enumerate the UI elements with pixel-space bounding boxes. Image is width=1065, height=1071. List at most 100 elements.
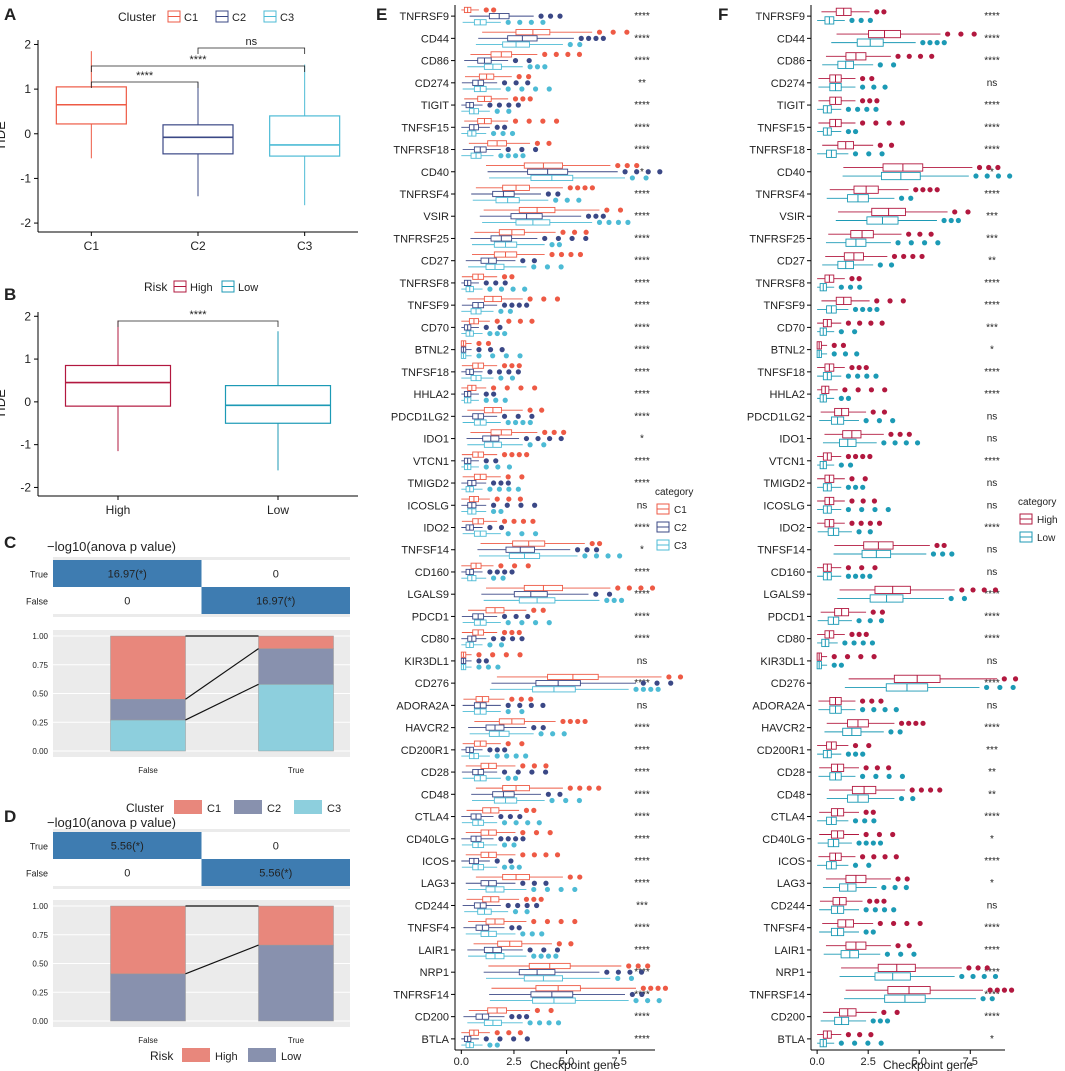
outlier-point xyxy=(881,907,888,913)
y-tick-label: 0 xyxy=(24,395,31,409)
outlier-point xyxy=(849,276,855,282)
tile-value: 0 xyxy=(124,596,130,608)
gene-label: VTCN1 xyxy=(413,456,449,468)
outlier-point xyxy=(487,524,493,531)
outlier-point xyxy=(542,51,548,58)
outlier-point xyxy=(855,106,861,112)
outlier-point xyxy=(881,440,887,446)
outlier-point xyxy=(498,642,505,648)
outlier-point xyxy=(490,130,497,137)
significance-label: **** xyxy=(634,945,650,956)
outlier-point xyxy=(917,920,923,927)
outlier-point xyxy=(531,607,537,613)
gene-label: ADORA2A xyxy=(752,700,805,712)
x-axis-label: Checkpoint gene xyxy=(530,1058,620,1071)
x-tick-label: Low xyxy=(267,503,289,517)
outlier-point xyxy=(845,565,852,571)
outlier-point xyxy=(640,686,647,692)
outlier-point xyxy=(498,813,504,820)
outlier-point xyxy=(867,618,873,624)
outlier-point xyxy=(879,320,885,326)
outlier-point xyxy=(877,1018,883,1024)
outlier-point xyxy=(549,251,555,258)
outlier-point xyxy=(876,520,883,526)
outlier-point xyxy=(483,397,489,403)
outlier-point xyxy=(981,587,987,593)
significance-label: **** xyxy=(984,723,1000,734)
significance-label: **** xyxy=(634,789,650,800)
outlier-point xyxy=(872,565,878,571)
outlier-point xyxy=(888,142,895,148)
outlier-point xyxy=(871,498,878,504)
significance-label: **** xyxy=(984,11,1000,22)
outlier-point xyxy=(874,765,880,771)
outlier-point xyxy=(878,698,884,704)
outlier-point xyxy=(546,1020,552,1026)
significance-label: **** xyxy=(634,812,650,823)
outlier-point xyxy=(842,351,849,357)
outlier-point xyxy=(494,858,500,864)
outlier-point xyxy=(986,164,992,171)
outlier-point xyxy=(852,128,859,135)
outlier-point xyxy=(505,474,511,480)
outlier-point xyxy=(934,542,940,549)
outlier-point xyxy=(857,320,863,326)
outlier-point xyxy=(496,369,502,375)
outlier-point xyxy=(531,918,537,925)
tile-row-label: True xyxy=(30,842,48,852)
significance-label: **** xyxy=(984,278,1000,289)
box-High xyxy=(64,364,172,407)
outlier-point xyxy=(1012,676,1019,682)
outlier-point xyxy=(567,718,573,725)
outlier-point xyxy=(548,1007,554,1014)
outlier-point xyxy=(558,251,565,258)
outlier-point xyxy=(483,464,489,470)
outlier-point xyxy=(525,80,531,86)
gene-label: CTLA4 xyxy=(771,812,805,824)
outlier-point xyxy=(546,86,552,92)
outlier-point xyxy=(519,636,525,642)
outlier-point xyxy=(856,364,862,371)
outlier-point xyxy=(530,518,536,524)
outlier-point xyxy=(845,373,852,379)
outlier-point xyxy=(882,707,888,713)
bar-segment-Low xyxy=(258,944,334,1022)
outlier-point xyxy=(516,629,522,636)
outlier-point xyxy=(520,419,526,426)
panel-letter: F xyxy=(718,5,728,24)
outlier-point xyxy=(518,696,524,702)
outlier-point xyxy=(866,151,872,157)
outlier-point xyxy=(538,896,544,902)
outlier-point xyxy=(605,553,611,559)
outlier-point xyxy=(582,185,588,191)
outlier-point xyxy=(542,235,548,242)
outlier-point xyxy=(1001,676,1007,682)
outlier-point xyxy=(600,213,606,219)
bar-segment-High xyxy=(110,905,186,975)
outlier-point xyxy=(615,969,621,975)
outlier-point xyxy=(831,654,837,660)
x-axis-label: Checkpoint gene xyxy=(883,1058,973,1071)
y-tick-label: 1.00 xyxy=(32,902,48,911)
outlier-point xyxy=(959,587,965,593)
outlier-point xyxy=(838,329,844,335)
outlier-point xyxy=(542,64,548,70)
outlier-point xyxy=(527,296,533,302)
significance-label: **** xyxy=(634,345,650,356)
outlier-point xyxy=(578,35,584,41)
gene-label: HAVCR2 xyxy=(761,723,805,735)
outlier-point xyxy=(871,854,877,860)
outlier-point xyxy=(520,931,526,937)
significance-label: **** xyxy=(634,389,650,400)
outlier-point xyxy=(525,613,531,620)
legend-label: C1 xyxy=(674,505,687,516)
outlier-point xyxy=(910,795,916,802)
gene-label: CD244 xyxy=(415,900,449,912)
significance-label: **** xyxy=(634,145,650,156)
outlier-point xyxy=(838,1040,844,1046)
outlier-point xyxy=(596,219,603,225)
outlier-point xyxy=(531,896,537,902)
bar-segment-C3 xyxy=(110,719,186,752)
outlier-point xyxy=(838,284,844,290)
